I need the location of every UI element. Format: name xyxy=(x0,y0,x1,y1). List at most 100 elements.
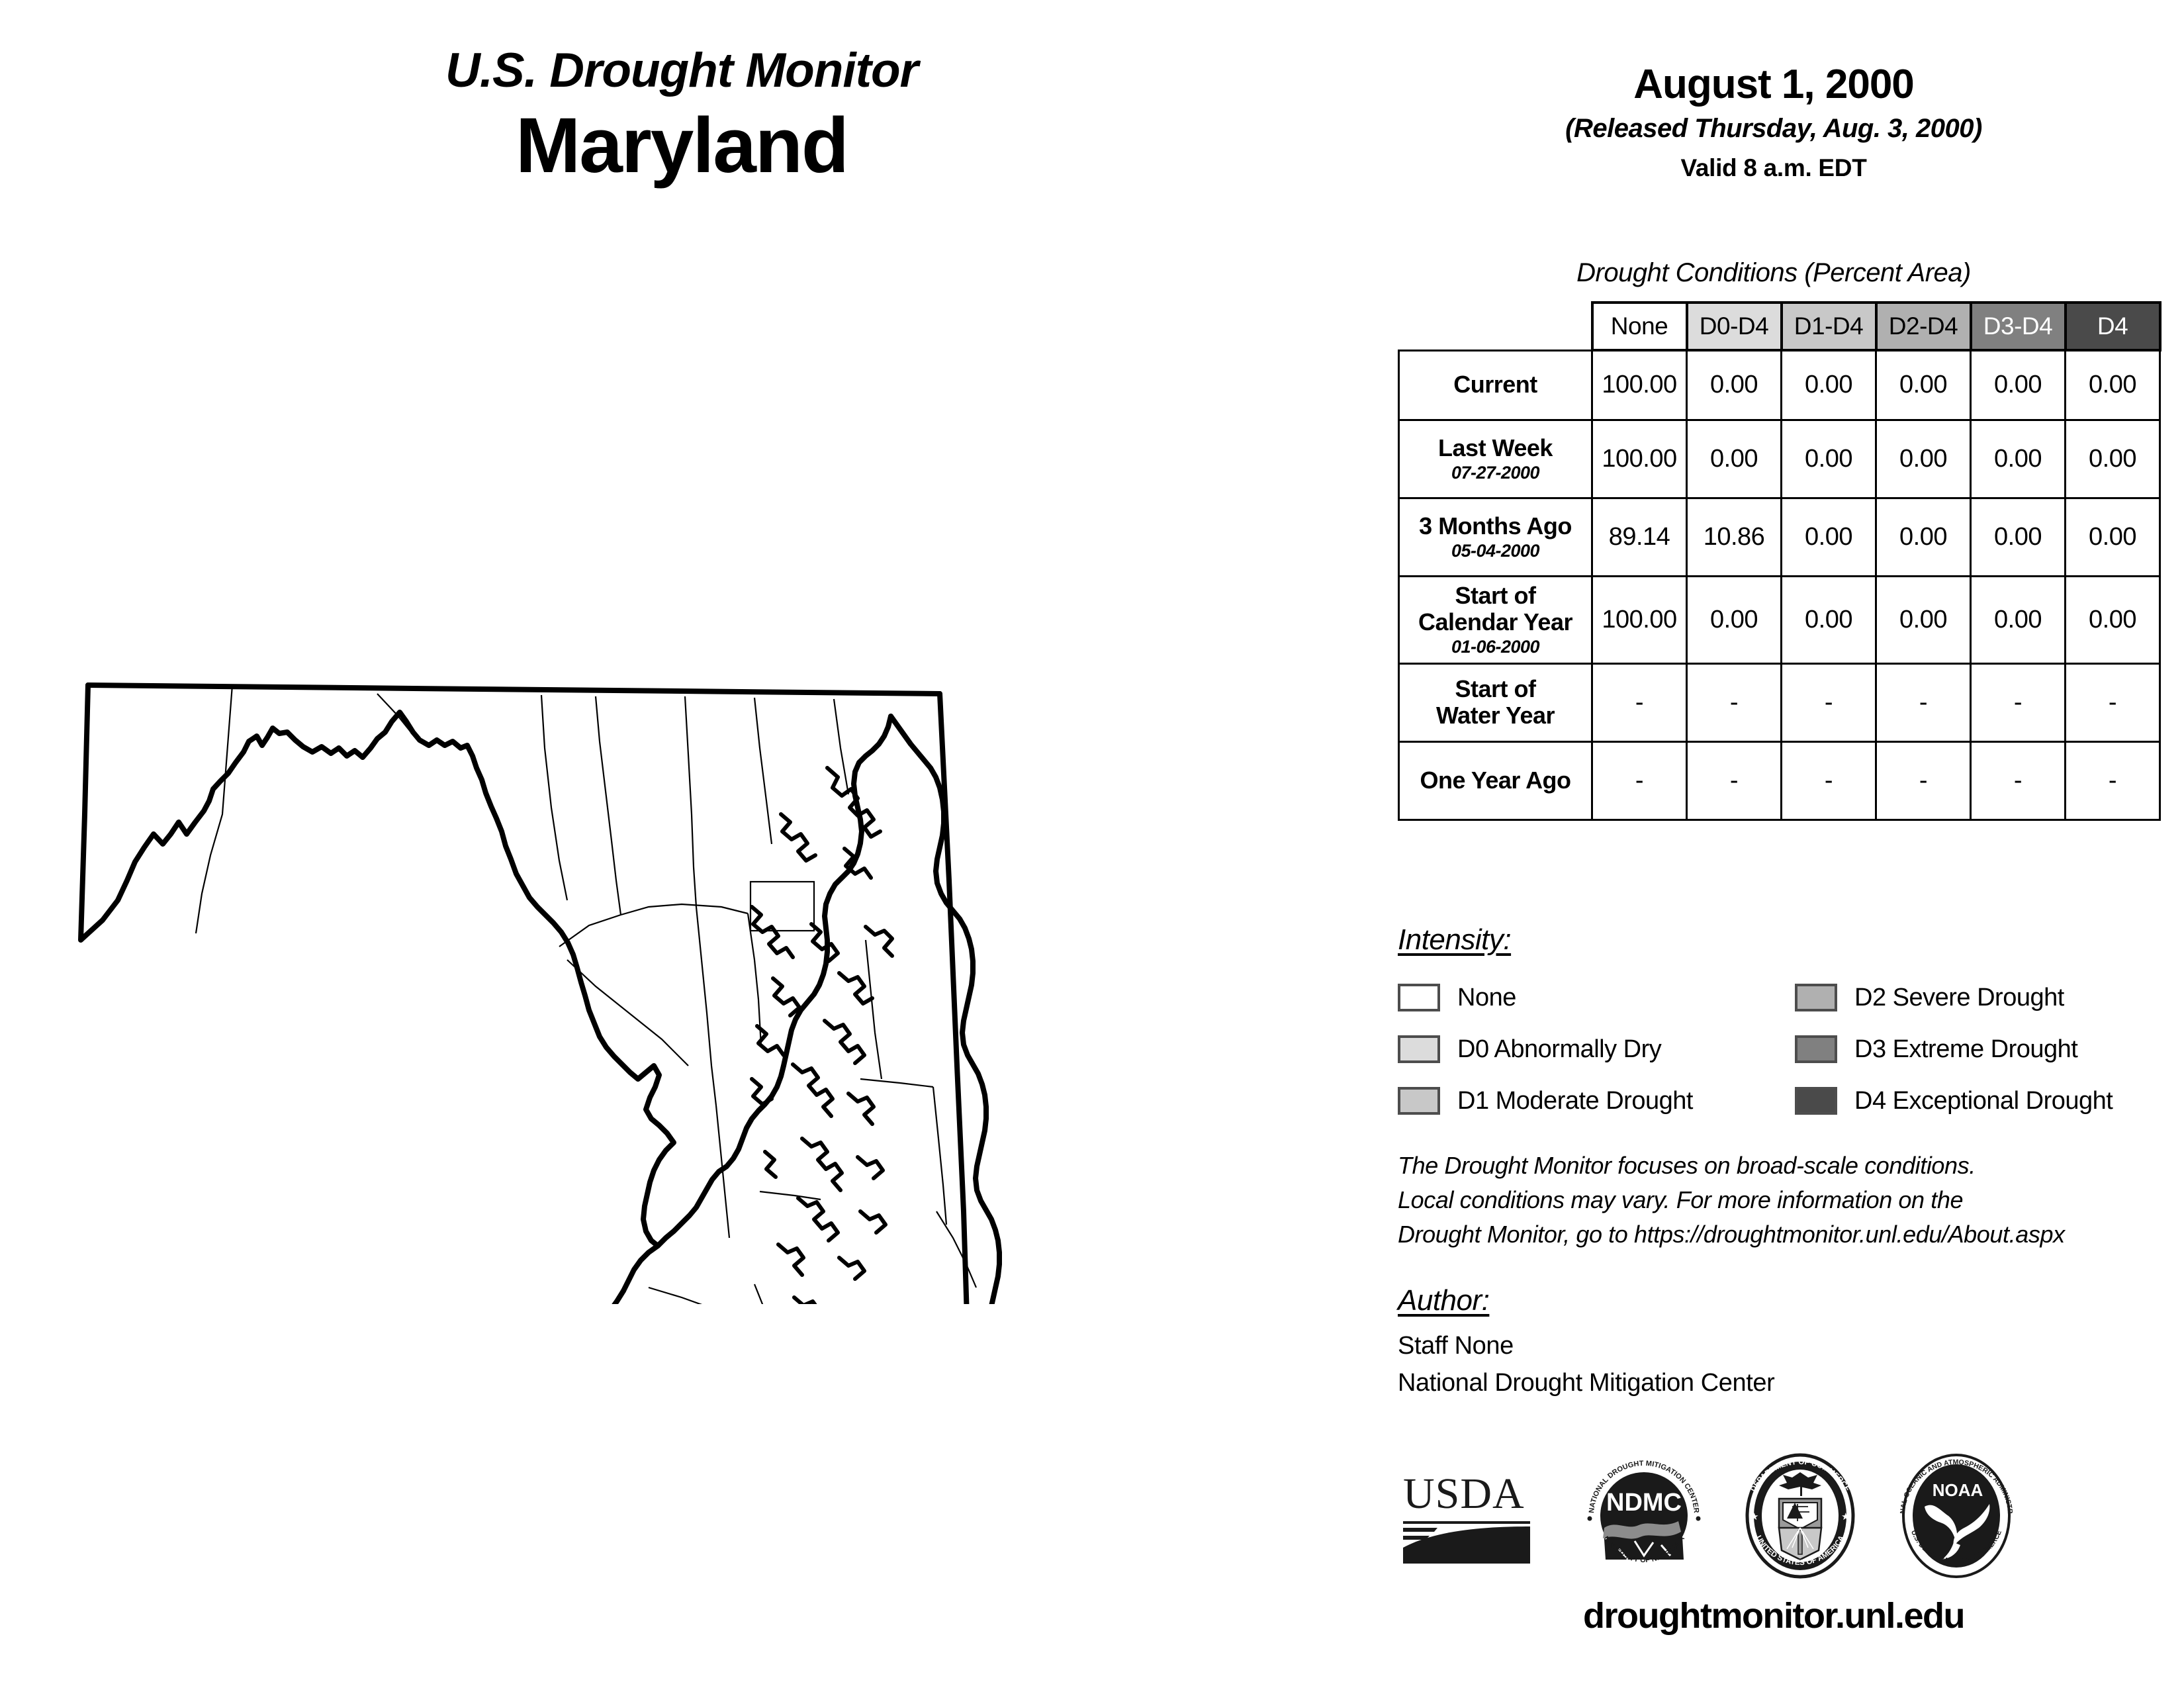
row-label-date: 01-06-2000 xyxy=(1451,637,1540,657)
svg-text:NDMC: NDMC xyxy=(1606,1489,1682,1517)
cell-water-year-d4: - xyxy=(2064,662,2161,743)
map-state-outline xyxy=(78,682,1002,1304)
svg-text:NOAA: NOAA xyxy=(1933,1480,1983,1500)
legend-label-d2: D2 Severe Drought xyxy=(1854,983,2064,1011)
author-organization: National Drought Mitigation Center xyxy=(1398,1369,1775,1397)
cell-water-year-none: - xyxy=(1591,662,1688,743)
logo-row: USDA NDMC NATIONAL DR xyxy=(1398,1446,2179,1585)
maryland-drought-map[interactable] xyxy=(66,616,1324,1304)
table-row: Start of Calendar Year 01-06-2000 100.00… xyxy=(1398,575,2161,665)
cell-3-months-none: 89.14 xyxy=(1591,496,1688,577)
swatch-d4-icon xyxy=(1795,1087,1837,1115)
row-label-last-week: Last Week 07-27-2000 xyxy=(1398,418,1593,499)
legend-item-d2: D2 Severe Drought xyxy=(1795,972,2179,1023)
row-label-start-of-water-year: Start of Water Year xyxy=(1398,662,1593,743)
cell-cal-year-d2: 0.00 xyxy=(1875,575,1972,665)
cell-cal-year-d3: 0.00 xyxy=(1970,575,2066,665)
column-header-d1-d4: D1-D4 xyxy=(1780,301,1878,352)
cell-water-year-d2: - xyxy=(1875,662,1972,743)
cell-current-d3: 0.00 xyxy=(1970,349,2066,421)
swatch-none-icon xyxy=(1398,984,1440,1011)
cell-3-months-d3: 0.00 xyxy=(1970,496,2066,577)
column-header-d2-d4: D2-D4 xyxy=(1874,301,1972,352)
cell-cal-year-d4: 0.00 xyxy=(2064,575,2161,665)
cell-last-week-d1: 0.00 xyxy=(1780,418,1877,499)
release-date: (Released Thursday, Aug. 3, 2000) xyxy=(1565,114,1982,144)
svg-text:★: ★ xyxy=(1841,1511,1850,1523)
cell-3-months-d4: 0.00 xyxy=(2064,496,2161,577)
usda-logo: USDA xyxy=(1403,1470,1530,1564)
cell-water-year-d3: - xyxy=(1970,662,2066,743)
cell-current-d2: 0.00 xyxy=(1875,349,1972,421)
cell-one-year-d0: - xyxy=(1686,740,1782,821)
cell-one-year-d2: - xyxy=(1875,740,1972,821)
row-label-text: Last Week xyxy=(1438,434,1553,461)
legend-label-d1: D1 Moderate Drought xyxy=(1457,1086,1693,1115)
cell-last-week-none: 100.00 xyxy=(1591,418,1688,499)
legend-item-d1: D1 Moderate Drought xyxy=(1398,1075,1795,1127)
svg-text:USDA: USDA xyxy=(1403,1470,1525,1518)
cell-water-year-d1: - xyxy=(1780,662,1877,743)
author-heading: Author: xyxy=(1398,1284,1490,1317)
noaa-logo: NOAA NATIONAL OCEANIC AND ATMOSPHERIC AD… xyxy=(1890,1450,2014,1578)
row-label-text: 3 Months Ago xyxy=(1419,512,1572,539)
cell-current-none: 100.00 xyxy=(1591,349,1688,421)
title-block: U.S. Drought Monitor Maryland xyxy=(0,46,1363,185)
author-block: Staff None National Drought Mitigation C… xyxy=(1398,1327,2179,1401)
intensity-heading: Intensity: xyxy=(1398,923,1512,956)
row-label-date: 07-27-2000 xyxy=(1451,463,1540,483)
legend-item-d3: D3 Extreme Drought xyxy=(1795,1023,2179,1075)
right-panel: August 1, 2000 (Released Thursday, Aug. … xyxy=(1363,0,2184,1688)
table-row: 3 Months Ago 05-04-2000 89.14 10.86 0.00… xyxy=(1398,496,2161,577)
table-row: Last Week 07-27-2000 100.00 0.00 0.00 0.… xyxy=(1398,418,2161,499)
row-label-one-year-ago: One Year Ago xyxy=(1398,740,1593,821)
author-name: Staff None xyxy=(1398,1332,1514,1360)
legend-label-d0: D0 Abnormally Dry xyxy=(1457,1035,1662,1063)
page-title: U.S. Drought Monitor xyxy=(445,44,919,97)
column-header-none: None xyxy=(1590,301,1688,352)
disclaimer-line-2: Local conditions may vary. For more info… xyxy=(1398,1186,1964,1213)
table-body: Current 100.00 0.00 0.00 0.00 0.00 0.00 … xyxy=(1398,349,2161,821)
cell-cal-year-d0: 0.00 xyxy=(1686,575,1782,665)
cell-one-year-d1: - xyxy=(1780,740,1877,821)
swatch-d3-icon xyxy=(1795,1035,1837,1063)
column-header-d4: D4 xyxy=(2064,301,2161,352)
footer-url[interactable]: droughtmonitor.unl.edu xyxy=(1583,1596,1965,1636)
drought-conditions-table: None D0-D4 D1-D4 D2-D4 D3-D4 D4 Current … xyxy=(1398,301,2161,821)
row-label-text: Start of Water Year xyxy=(1435,675,1555,729)
cell-3-months-d0: 10.86 xyxy=(1686,496,1782,577)
table-header: None D0-D4 D1-D4 D2-D4 D3-D4 D4 xyxy=(1398,301,2161,352)
swatch-d0-icon xyxy=(1398,1035,1440,1063)
date-block: August 1, 2000 (Released Thursday, Aug. … xyxy=(1363,63,2184,182)
column-header-d3-d4: D3-D4 xyxy=(1969,301,2067,352)
cell-one-year-d3: - xyxy=(1970,740,2066,821)
cell-current-d4: 0.00 xyxy=(2064,349,2161,421)
cell-3-months-d2: 0.00 xyxy=(1875,496,1972,577)
legend-item-d0: D0 Abnormally Dry xyxy=(1398,1023,1795,1075)
cell-last-week-d3: 0.00 xyxy=(1970,418,2066,499)
table-corner-cell xyxy=(1398,303,1592,350)
swatch-d1-icon xyxy=(1398,1087,1440,1115)
row-label-text: Start of Calendar Year xyxy=(1418,581,1572,635)
intensity-legend: None D2 Severe Drought D0 Abnormally Dry… xyxy=(1398,972,2179,1127)
disclaimer-line-1: The Drought Monitor focuses on broad-sca… xyxy=(1398,1152,1976,1179)
legend-label-none: None xyxy=(1457,983,1516,1011)
cell-last-week-d2: 0.00 xyxy=(1875,418,1972,499)
disclaimer-line-3: Drought Monitor, go to https://droughtmo… xyxy=(1398,1220,2065,1248)
cell-one-year-none: - xyxy=(1591,740,1688,821)
row-label-start-of-calendar-year: Start of Calendar Year 01-06-2000 xyxy=(1398,575,1593,665)
cell-current-d1: 0.00 xyxy=(1780,349,1877,421)
swatch-d2-icon xyxy=(1795,984,1837,1011)
baltimore-city-outline xyxy=(749,880,815,932)
table-header-row: None D0-D4 D1-D4 D2-D4 D3-D4 D4 xyxy=(1398,301,2161,352)
cell-3-months-d1: 0.00 xyxy=(1780,496,1877,577)
department-of-commerce-seal: DEPARTMENT OF COMMERCE UNITED STATES OF … xyxy=(1745,1453,1855,1579)
cell-last-week-d4: 0.00 xyxy=(2064,418,2161,499)
cell-cal-year-d1: 0.00 xyxy=(1780,575,1877,665)
state-title: Maryland xyxy=(515,102,849,189)
map-svg xyxy=(78,682,1002,1304)
cell-water-year-d0: - xyxy=(1686,662,1782,743)
column-header-d0-d4: D0-D4 xyxy=(1685,301,1783,352)
table-caption: Drought Conditions (Percent Area) xyxy=(1576,258,1971,287)
